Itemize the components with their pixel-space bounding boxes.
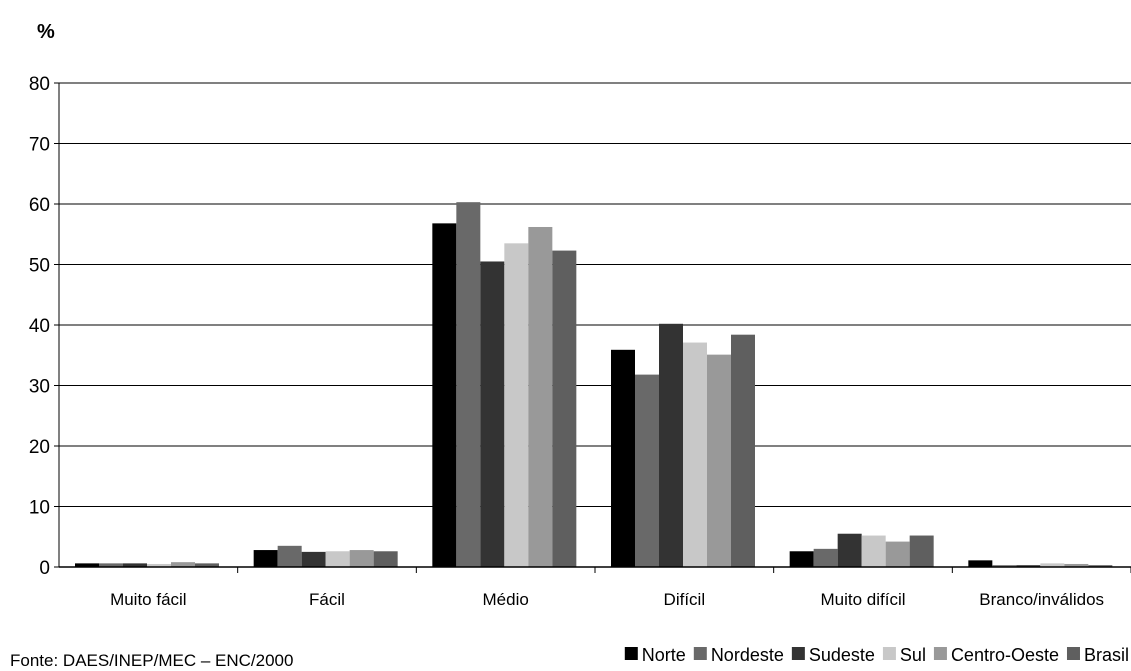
bar-nordeste-3 [456, 202, 481, 567]
legend-swatch [624, 647, 638, 660]
bar-sudeste-5 [837, 533, 862, 567]
legend-swatch [791, 647, 805, 660]
bar-brasil-2 [373, 551, 398, 567]
bar-centro-oeste-6 [1064, 563, 1089, 567]
bar-brasil-5 [909, 535, 934, 567]
bar-centro-oeste-1 [171, 562, 195, 567]
category-label: Fácil [309, 590, 345, 609]
y-tick-labels: 0 10 20 30 40 50 60 70 80 [29, 74, 50, 579]
bar-centro-oeste-5 [885, 541, 910, 567]
bar-brasil-6 [1088, 565, 1113, 567]
y-tick-label: 20 [29, 437, 50, 458]
bar-centro-oeste-3 [528, 226, 553, 568]
y-tick-label: 30 [29, 377, 50, 398]
category-label: Muito fácil [110, 590, 187, 609]
y-tick-label: 60 [29, 195, 50, 216]
bar-sul-6 [1040, 563, 1065, 567]
bar-norte-6 [968, 560, 993, 567]
legend-label: Centro-Oeste [951, 645, 1059, 665]
axes [54, 82, 1131, 573]
y-tick-label: 10 [29, 498, 50, 519]
legend-swatch [933, 647, 947, 660]
category-labels: Muito fácil Fácil Médio Difícil Muito difíci… [110, 590, 1104, 609]
bar-norte-2 [253, 550, 278, 567]
bar-brasil-3 [552, 250, 577, 567]
gridlines [59, 82, 1131, 507]
bar-sudeste-1 [123, 563, 147, 567]
bar-norte-5 [789, 551, 814, 567]
category-label: Médio [483, 590, 529, 609]
y-tick-label: 50 [29, 256, 50, 277]
category-label: Branco/inválidos [979, 590, 1104, 609]
legend-label: Norte [642, 645, 686, 665]
bar-sudeste-3 [480, 261, 505, 567]
category-label: Difícil [664, 590, 706, 609]
bar-centro-oeste-4 [707, 354, 731, 567]
bar-centro-oeste-2 [349, 550, 374, 567]
legend-label: Sul [900, 645, 926, 665]
bar-sul-2 [325, 551, 350, 567]
legend-swatch [882, 647, 896, 660]
bar-sudeste-6 [1016, 565, 1041, 567]
bar-nordeste-2 [277, 545, 302, 567]
y-tick-label: 70 [29, 135, 50, 156]
bar-brasil-4 [731, 334, 755, 567]
y-tick-label: 40 [29, 316, 50, 337]
source-note: Fonte: DAES/INEP/MEC – ENC/2000 [10, 651, 294, 670]
bar-nordeste-1 [99, 563, 123, 567]
bar-sul-4 [683, 342, 707, 567]
bar-sul-5 [861, 535, 886, 567]
y-tick-label: 80 [29, 74, 50, 95]
bar-norte-4 [611, 349, 635, 567]
legend-label: Sudeste [809, 645, 875, 665]
bar-sul-1 [147, 563, 171, 567]
legend-label: Nordeste [711, 645, 784, 665]
legend-label: Brasil [1084, 645, 1129, 665]
bar-nordeste-6 [992, 565, 1017, 567]
bar-sul-3 [504, 243, 529, 567]
bar-brasil-1 [195, 563, 219, 567]
y-tick-label: 0 [39, 558, 50, 579]
bars [75, 202, 1113, 568]
legend-swatch [693, 647, 707, 660]
legend-swatch [1066, 647, 1080, 660]
bar-nordeste-5 [813, 548, 838, 567]
y-axis-label: % [37, 21, 55, 43]
legend: Norte Nordeste Sudeste Sul Centro-Oeste Brasi… [624, 645, 1129, 665]
category-label: Muito difícil [820, 590, 905, 609]
bar-sudeste-4 [659, 323, 683, 567]
bar-norte-3 [432, 223, 457, 568]
bar-nordeste-4 [635, 374, 659, 567]
bar-norte-1 [75, 563, 99, 567]
bar-sudeste-2 [301, 551, 326, 567]
